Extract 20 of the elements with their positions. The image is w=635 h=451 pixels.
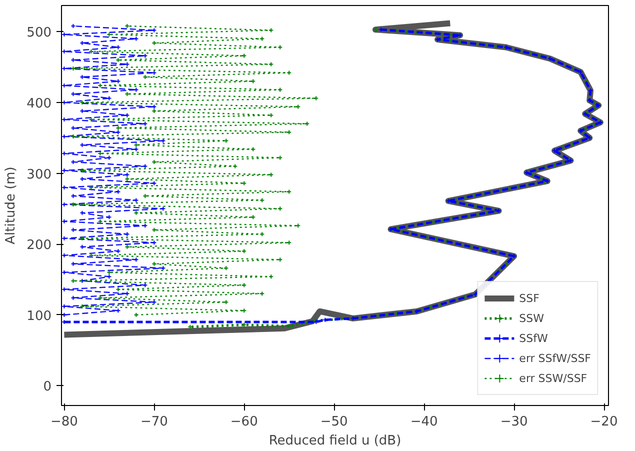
x-axis-title: Reduced field u (dB) [268, 434, 402, 448]
y-tick-label: 200 [26, 238, 52, 254]
legend-label: SSfW [519, 332, 548, 344]
x-tick-label: −70 [140, 414, 168, 430]
legend-label: err SSW/SSF [519, 372, 588, 384]
x-tick-label: −50 [320, 414, 348, 430]
y-tick-label: 400 [26, 96, 52, 112]
legend-label: err SSfW/SSF [519, 352, 591, 364]
y-tick-label: 100 [26, 308, 52, 324]
y-tick-label: 300 [26, 167, 52, 182]
x-tick-label: −40 [410, 414, 438, 430]
x-tick-label: −80 [50, 414, 78, 430]
x-tick-label: −30 [500, 414, 528, 430]
y-axis-title: Altitude (m) [4, 166, 19, 244]
y-tick-label: 0 [43, 380, 52, 395]
x-tick-label: −60 [230, 414, 258, 430]
x-tick-label: −20 [590, 414, 618, 430]
legend-label: SSW [519, 312, 544, 324]
legend-label: SSF [519, 292, 540, 304]
y-tick-label: 500 [26, 26, 52, 41]
